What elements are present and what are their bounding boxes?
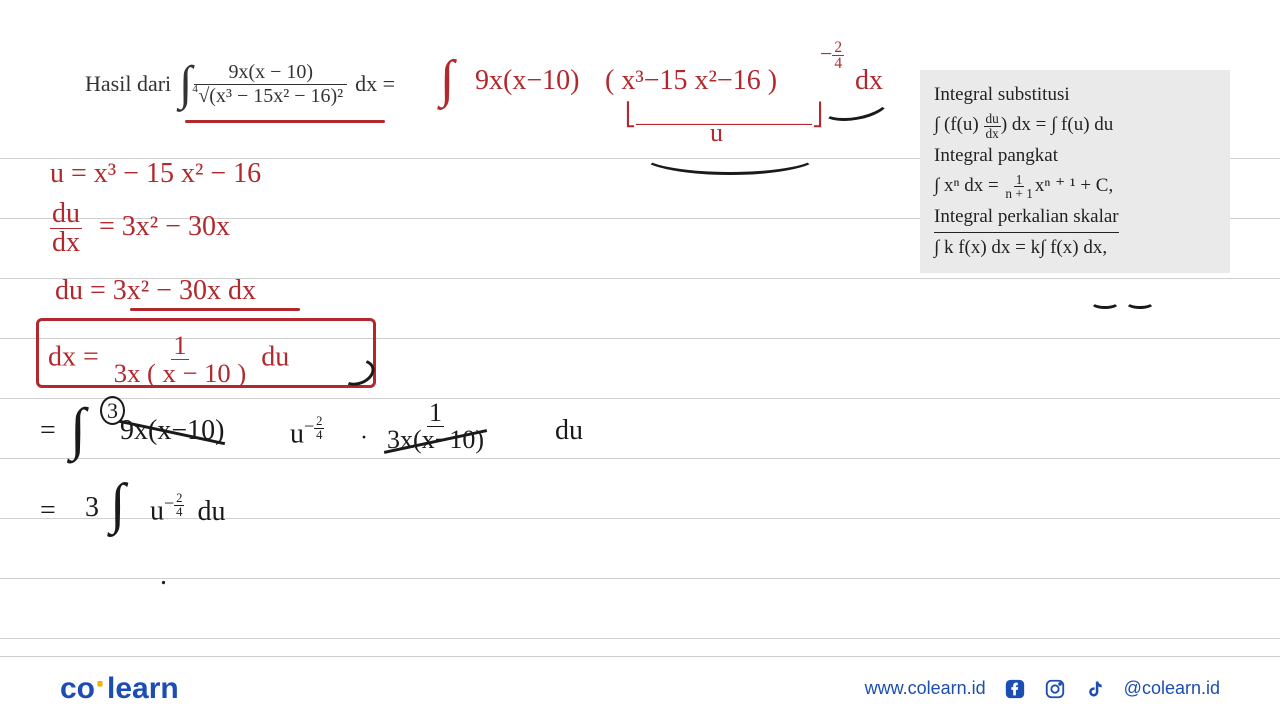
work1-dot: · bbox=[360, 425, 368, 452]
red-underline-denom bbox=[185, 120, 385, 123]
tiktok-icon bbox=[1084, 678, 1106, 700]
black-mark-k bbox=[1090, 295, 1120, 309]
sub-line1: u = x³ − 15 x² − 16 bbox=[50, 158, 261, 190]
work2-integral: ∫ bbox=[110, 472, 125, 536]
red-exp: −24 bbox=[820, 40, 844, 72]
sub-line4: dx = 1 3x ( x − 10 ) du bbox=[48, 332, 289, 386]
denominator: √(x³ − 15x² − 16)² bbox=[194, 84, 347, 108]
problem-suffix: dx = bbox=[355, 71, 395, 97]
sub-line3: du = 3x² − 30x dx bbox=[55, 275, 256, 307]
instagram-icon bbox=[1044, 678, 1066, 700]
footer-right: www.colearn.id @colearn.id bbox=[865, 678, 1220, 700]
work2-three: 3 bbox=[85, 492, 99, 524]
black-mark-k2 bbox=[1125, 295, 1155, 309]
work2-u: u−24 du bbox=[150, 492, 225, 528]
work1-eq: = bbox=[40, 415, 56, 447]
footer-url: www.colearn.id bbox=[865, 678, 986, 699]
work1-u: u−24 bbox=[290, 415, 324, 451]
formula-title-3: Integral perkalian skalar bbox=[934, 202, 1216, 233]
dot-continue: . bbox=[160, 560, 167, 592]
work2-eq: = bbox=[40, 495, 56, 527]
footer-handle: @colearn.id bbox=[1124, 678, 1220, 699]
work1-integral: ∫ bbox=[70, 395, 86, 462]
red-integral-sign: ∫ bbox=[440, 50, 454, 109]
work1-crossed: 9x(x−10) bbox=[120, 415, 224, 447]
numerator: 9x(x − 10) bbox=[224, 61, 317, 84]
formula-title-1: Integral substitusi bbox=[934, 80, 1216, 110]
work1-du: du bbox=[555, 415, 583, 447]
footer: co·learn www.colearn.id @colearn.id bbox=[0, 656, 1280, 720]
integral-sign: ∫ bbox=[179, 60, 192, 108]
problem-statement: Hasil dari ∫ 9x(x − 10) √(x³ − 15x² − 16… bbox=[85, 60, 395, 108]
red-part2: ( x³−15 x²−16 ) bbox=[605, 65, 777, 97]
formula-title-2: Integral pangkat bbox=[934, 141, 1216, 171]
formula-1: ∫ (f(u) dudx) dx = ∫ f(u) du bbox=[934, 110, 1216, 140]
formula-2: ∫ xⁿ dx = 1n + 1xⁿ ⁺ ¹ + C, bbox=[934, 171, 1216, 201]
black-curve-u bbox=[640, 135, 820, 175]
facebook-icon bbox=[1004, 678, 1026, 700]
u-bracket: ⎣________________⎦ bbox=[625, 102, 823, 128]
underline-3x2 bbox=[130, 308, 300, 311]
problem-prefix: Hasil dari bbox=[85, 71, 171, 97]
formula-reference-box: Integral substitusi ∫ (f(u) dudx) dx = ∫… bbox=[920, 70, 1230, 273]
sub-line2: dudx = 3x² − 30x bbox=[50, 200, 230, 257]
formula-3: ∫ k f(x) dx = k∫ f(x) dx, bbox=[934, 233, 1216, 263]
black-check-1 bbox=[818, 84, 892, 126]
work1-frac: 1 3x(x−10) bbox=[385, 400, 486, 453]
brand-logo: co·learn bbox=[60, 672, 179, 706]
red-part1: 9x(x−10) bbox=[475, 65, 579, 97]
